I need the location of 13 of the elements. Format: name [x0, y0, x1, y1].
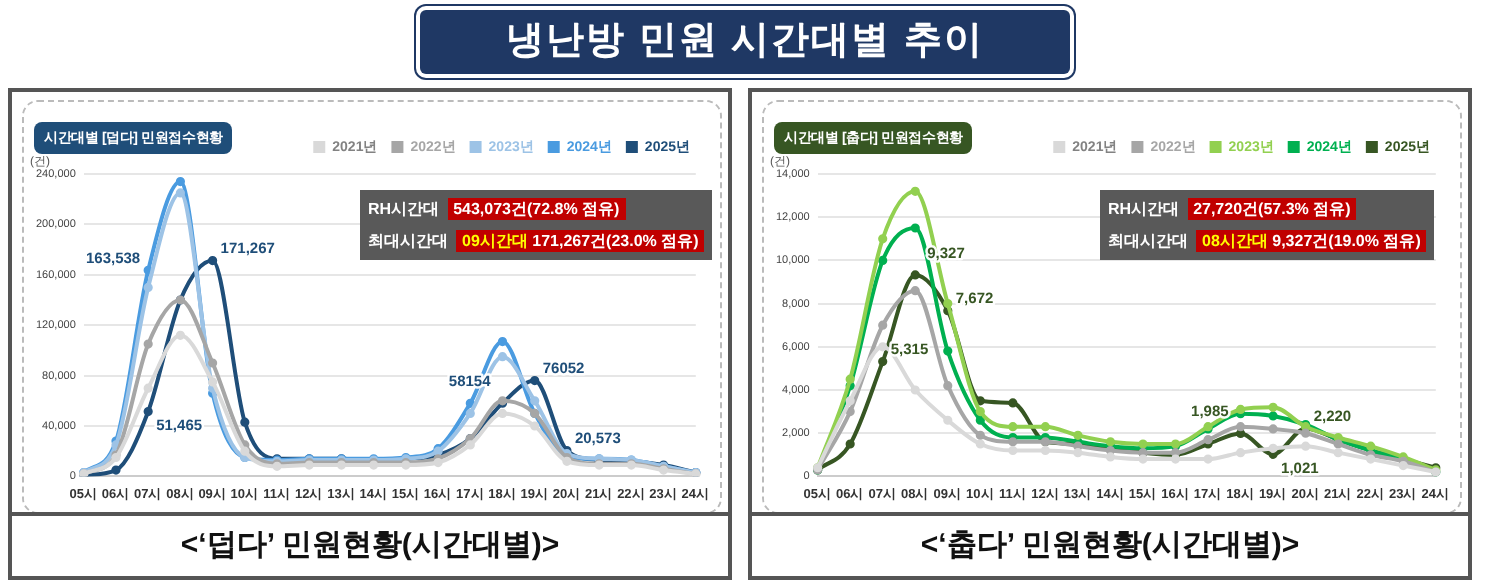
annotation: RH시간대 [1108, 200, 1180, 218]
annotation: 최대시간대 [1108, 232, 1188, 250]
annotation: 최대시간대 [368, 232, 448, 250]
text: <‘덥다’ 민원현황(시간대별)> [12, 512, 728, 576]
annotation: 171,267건(23.0% 점유) [532, 232, 699, 250]
text: <‘춥다’ 민원현황(시간대별)> [752, 512, 1468, 576]
annotation: 9,327건(19.0% 점유) [1272, 232, 1421, 250]
annotation: 543,073건(72.8% 점유) [447, 198, 626, 220]
text: 냉난방 민원 시간대별 추이 [420, 10, 1070, 74]
annotation: 27,720건(57.3% 점유) [1187, 198, 1357, 220]
annotation: 08시간대 [1202, 232, 1268, 250]
annotation: 09시간대 [462, 232, 528, 250]
annotation: RH시간대 [368, 200, 440, 218]
